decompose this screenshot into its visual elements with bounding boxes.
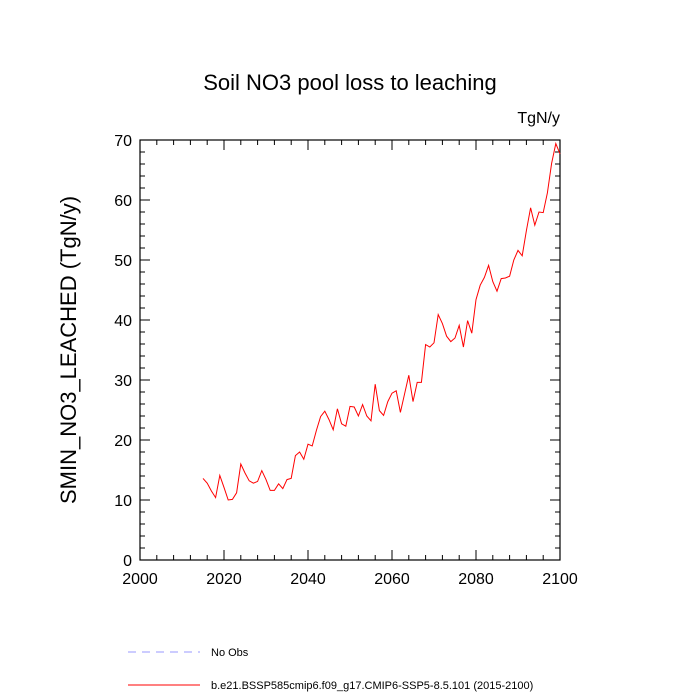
x-tick-label: 2060	[374, 571, 410, 588]
series-line-0	[202, 141, 561, 501]
y-tick-label: 50	[114, 253, 132, 270]
x-tick-label: 2020	[206, 571, 242, 588]
x-tick-label: 2040	[290, 571, 326, 588]
y-tick-label: 30	[114, 373, 132, 390]
x-tick-label: 2080	[458, 571, 494, 588]
y-tick-label: 20	[114, 433, 132, 450]
y-tick-label: 60	[114, 193, 132, 210]
y-tick-label: 10	[114, 493, 132, 510]
axes: 2000 2020 2040 2060 2080 2100 0 10 20 30 40 50 60 70	[114, 133, 578, 588]
legend: No Obs b.e21.BSSP585cmip6.f09_g17.CMIP6-S…	[128, 647, 533, 692]
units-label: TgN/y	[517, 110, 560, 127]
series-lines	[202, 141, 561, 501]
plot-frame	[139, 139, 561, 561]
chart-title: Soil NO3 pool loss to leaching	[203, 70, 497, 95]
legend-label-0: No Obs	[211, 647, 249, 659]
x-tick-label: 2000	[122, 571, 158, 588]
y-tick-label: 70	[114, 133, 132, 150]
y-tick-label: 0	[123, 553, 132, 570]
x-tick-label: 2100	[542, 571, 578, 588]
legend-label-1: b.e21.BSSP585cmip6.f09_g17.CMIP6-SSP5-8.…	[211, 680, 533, 692]
y-tick-label: 40	[114, 313, 132, 330]
y-axis-label: SMIN_NO3_LEACHED (TgN/y)	[56, 196, 81, 504]
